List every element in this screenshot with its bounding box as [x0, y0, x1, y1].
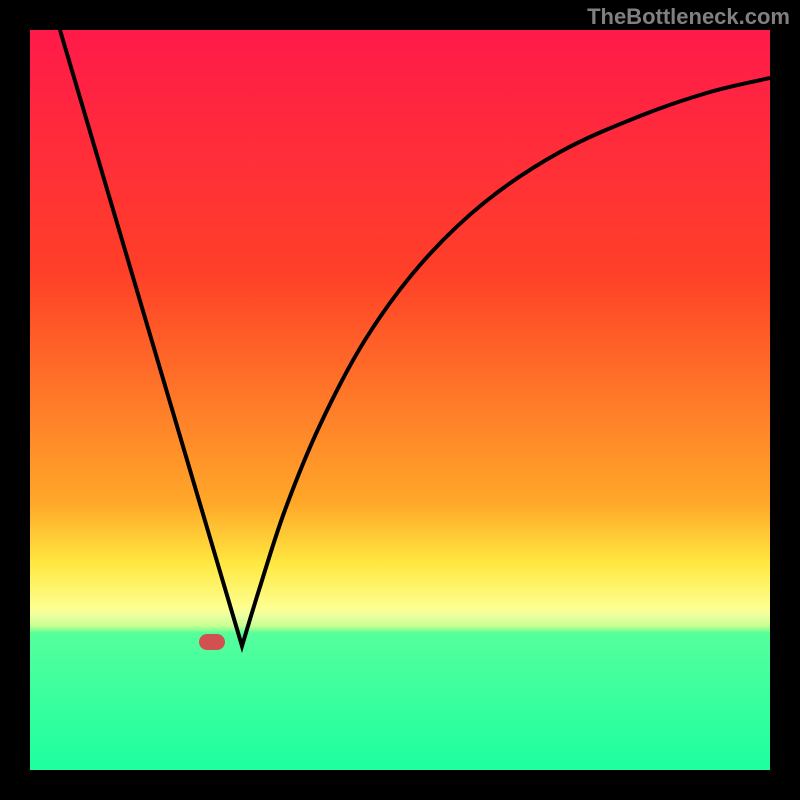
- bottleneck-curve: [60, 30, 770, 646]
- curve-svg: [30, 30, 770, 770]
- chart-plot-area: [30, 30, 770, 770]
- watermark-text: TheBottleneck.com: [587, 4, 790, 30]
- minimum-marker: [199, 634, 225, 650]
